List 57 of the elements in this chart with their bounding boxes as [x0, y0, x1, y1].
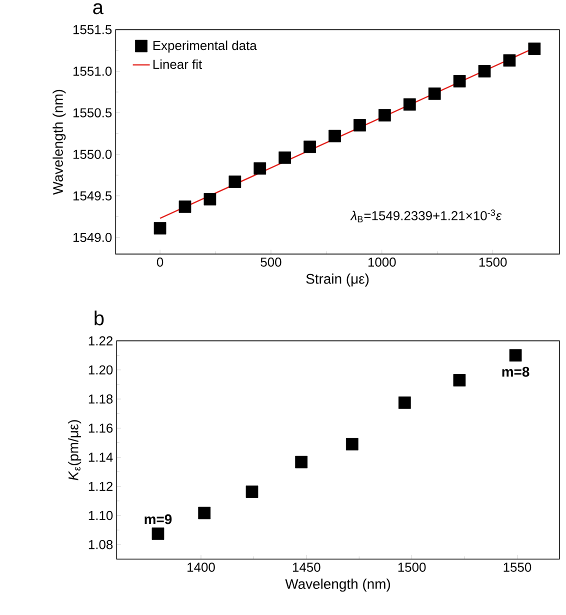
x-tick-label: 500: [260, 258, 282, 267]
y-tick-label: 1.20: [88, 365, 112, 374]
point: [528, 42, 540, 55]
y-tick-label: 1550.5: [73, 108, 112, 118]
x-tick-label: 1450: [292, 562, 320, 572]
x-tick-label: 1400: [187, 562, 215, 572]
point: [503, 54, 516, 67]
point: [346, 438, 358, 450]
y-tick-label: 1.18: [88, 394, 112, 404]
point: [246, 486, 258, 498]
point: [328, 130, 341, 142]
point: [453, 75, 466, 88]
chart-title: b: [94, 310, 104, 326]
y-tick-label: 1.14: [88, 452, 113, 462]
y-tick-label: 1.10: [88, 510, 112, 520]
y-axis-title: Wavelength (nm): [52, 90, 66, 195]
point: [403, 98, 416, 111]
point: [278, 151, 291, 164]
point: [198, 506, 210, 520]
y-tick-label: 1551.5: [73, 25, 112, 34]
x-tick-label: 1000: [368, 258, 396, 267]
legend-label: Linear fit: [153, 59, 202, 69]
point: [509, 349, 522, 362]
x-tick-label: 0: [156, 258, 163, 267]
point: [428, 87, 441, 100]
y-tick-label: 1549.5: [73, 191, 112, 200]
annotation: λ$_{B}$=1549.2339+1.21×10$^{-3}$ε: [350, 210, 502, 222]
point: [353, 119, 366, 132]
point: [294, 456, 308, 468]
point: [303, 140, 316, 154]
annotation: m=8: [502, 366, 530, 377]
annotation: m=9: [144, 514, 172, 524]
x-tick-label: 1500: [479, 258, 507, 267]
point: [398, 396, 411, 409]
point: [154, 222, 166, 234]
point: [178, 200, 192, 213]
y-tick-label: 1.16: [88, 424, 112, 433]
point: [453, 374, 466, 386]
point: [228, 176, 241, 188]
x-axis-title: Wavelength (nm): [285, 578, 390, 592]
chart-title: a: [93, 3, 104, 14]
x-tick-label: 1500: [398, 562, 426, 572]
y-axis-title: K$_{ε}$(pm/με): [68, 420, 81, 480]
point: [204, 193, 216, 206]
y-tick-label: 1550.0: [73, 150, 112, 159]
y-tick-label: 1.22: [88, 336, 112, 346]
x-tick-label: 1550: [504, 562, 531, 572]
point: [152, 528, 164, 540]
point: [478, 65, 491, 78]
y-tick-label: 1551.0: [73, 66, 112, 76]
y-tick-label: 1.08: [88, 540, 112, 550]
y-tick-label: 1549.0: [73, 232, 112, 242]
point: [254, 162, 266, 175]
legend-label: Experimental data: [153, 40, 257, 53]
y-tick-label: 1.12: [88, 482, 112, 491]
x-axis-title: Strain (με): [306, 274, 368, 287]
point: [378, 109, 391, 122]
